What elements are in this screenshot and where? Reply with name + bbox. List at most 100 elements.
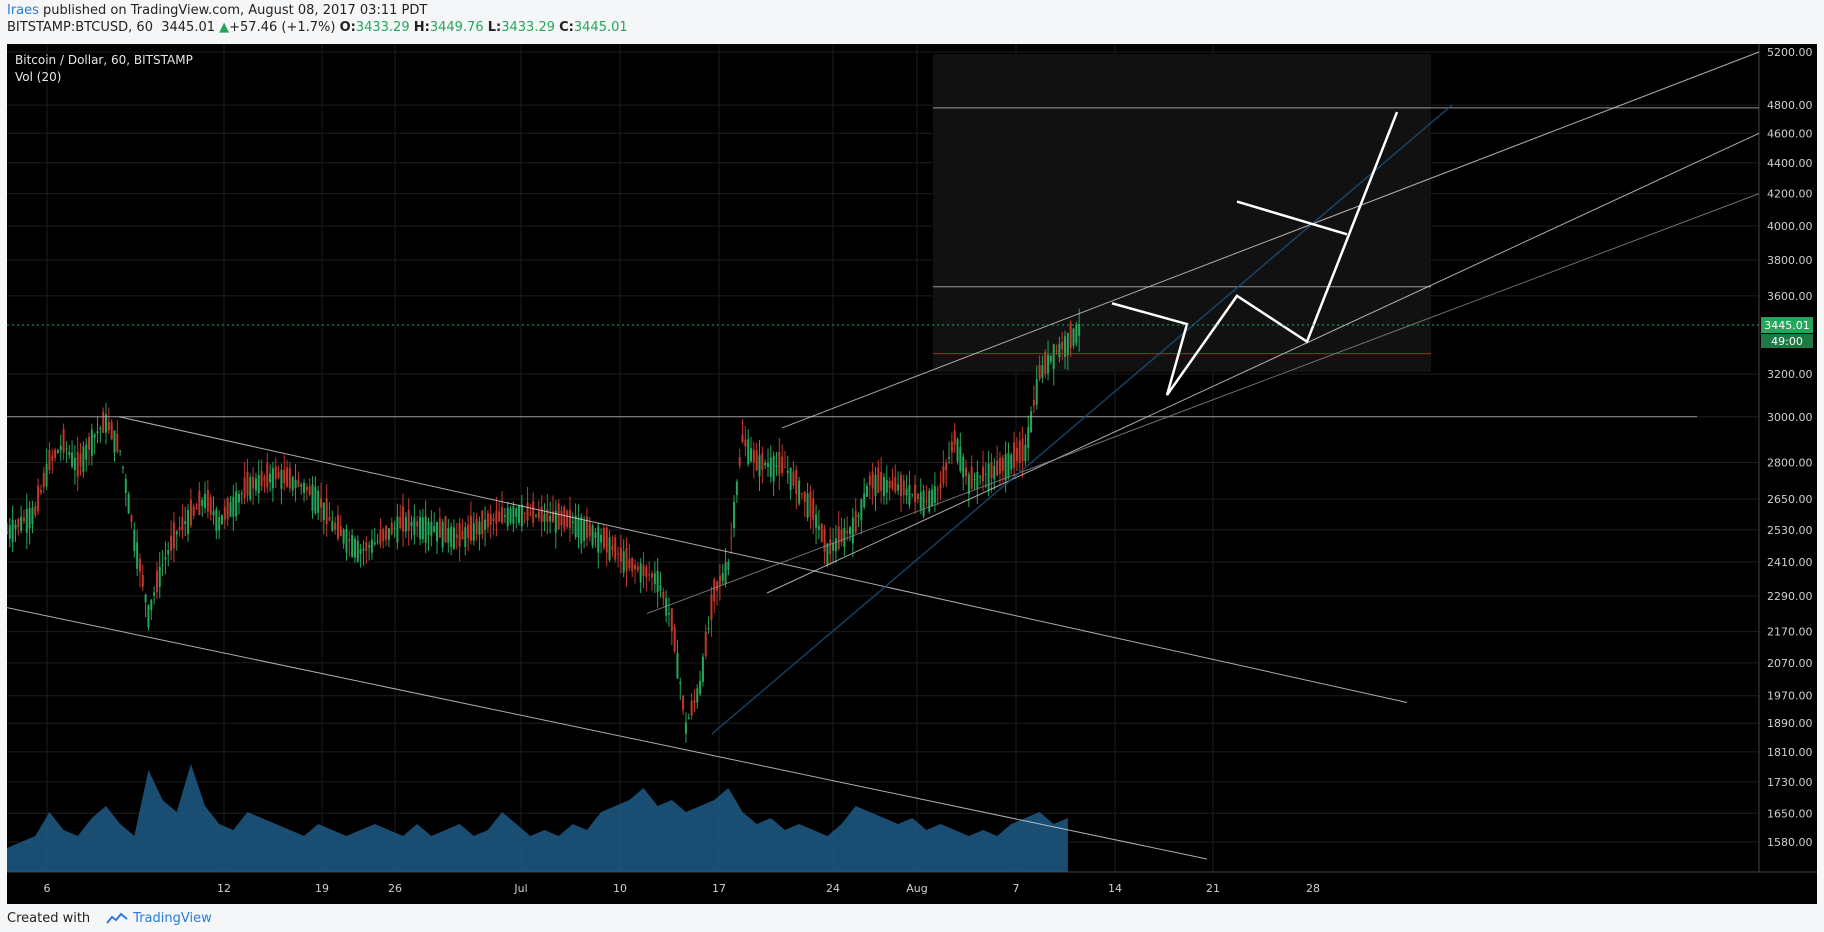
candle-body: [506, 507, 509, 527]
candle-body: [769, 457, 772, 477]
candle-body: [721, 572, 724, 581]
candle-body: [806, 493, 809, 518]
chart-canvas[interactable]: 5200.00 4800.00 4600.00 4400.00 4200.00 4000.…: [7, 44, 1817, 904]
candle-body: [283, 469, 286, 484]
candle-body: [868, 475, 871, 486]
candle-body: [733, 501, 736, 529]
candle-body: [311, 484, 314, 511]
candle-body: [325, 498, 328, 525]
candle-body: [481, 510, 484, 535]
candle-body: [600, 534, 603, 543]
candle-body: [472, 523, 475, 541]
y-tick-label: 3800.00: [1767, 254, 1813, 267]
candle-body: [846, 530, 849, 534]
candle-body: [854, 511, 857, 533]
candle-body: [965, 467, 968, 477]
candle-body: [90, 429, 93, 456]
candle-body: [161, 564, 164, 566]
x-tick-label: Aug: [906, 882, 927, 895]
candle-body: [130, 515, 133, 522]
candle-body: [76, 451, 79, 477]
candle-body: [144, 594, 147, 603]
candle-body: [829, 539, 832, 554]
channel-upper-line: [781, 51, 1760, 429]
candle-body: [119, 450, 122, 452]
y-tick-label: 2170.00: [1767, 626, 1813, 639]
candle-body: [885, 479, 888, 493]
candle-body: [684, 722, 687, 734]
tradingview-link[interactable]: TradingView: [96, 911, 212, 926]
candle-body: [667, 612, 670, 615]
candle-body: [766, 462, 769, 467]
candle-body: [348, 539, 351, 541]
candle-body: [167, 549, 170, 555]
candle-body: [353, 538, 356, 558]
candle-body: [334, 522, 337, 530]
candle-body: [147, 605, 150, 628]
downtrend-lower-line: [7, 607, 1208, 860]
candle-body: [22, 517, 25, 522]
candle-body: [976, 471, 979, 489]
projection-crossbar: [1236, 200, 1348, 236]
candle-body: [164, 557, 167, 560]
candle-body: [288, 467, 291, 489]
candle-body: [246, 472, 249, 496]
candle-body: [636, 566, 639, 571]
candle-body: [580, 516, 583, 544]
candle-body: [996, 460, 999, 476]
candle-body: [704, 631, 707, 657]
candle-body: [96, 431, 99, 434]
y-tick-label: 2070.00: [1767, 657, 1813, 670]
candle-body: [866, 486, 868, 497]
candle-body: [65, 448, 68, 450]
candle-body: [1075, 324, 1078, 344]
candle-body: [489, 514, 492, 525]
candle-body: [897, 484, 900, 491]
candle-body: [37, 485, 40, 512]
candle-body: [42, 472, 45, 488]
low-value: 3433.29: [501, 20, 555, 35]
candle-body: [772, 455, 775, 482]
candle-body: [826, 543, 829, 565]
candle-body: [206, 490, 209, 512]
candle-body: [916, 494, 919, 499]
candle-body: [39, 490, 42, 493]
candle-body: [840, 529, 843, 543]
change-value: +57.46 (+1.7%): [229, 20, 336, 35]
candle-body: [619, 547, 622, 562]
author-link[interactable]: Iraes: [7, 3, 39, 18]
candle-body: [85, 444, 88, 460]
candle-body: [628, 558, 631, 569]
candle-body: [192, 506, 195, 516]
candle-body: [574, 515, 577, 538]
candle-body: [441, 521, 444, 548]
y-tick-label: 3600.00: [1767, 290, 1813, 303]
candle-body: [1064, 336, 1067, 357]
candle-body: [25, 508, 28, 533]
x-tick-label: 24: [826, 882, 840, 895]
candle-body: [305, 486, 308, 491]
candle-body: [843, 528, 846, 547]
candle-body: [832, 542, 835, 551]
candle-body: [51, 455, 54, 461]
candle-body: [286, 467, 289, 487]
y-tick-label: 2800.00: [1767, 457, 1813, 470]
channel-lower-line: [646, 193, 1760, 614]
high-value: 3449.76: [429, 20, 484, 35]
candle-body: [888, 480, 891, 488]
candle-body: [670, 608, 673, 632]
candle-body: [812, 498, 815, 520]
candle-body: [475, 518, 478, 535]
candle-body: [1018, 440, 1021, 464]
candle-body: [328, 517, 331, 521]
candle-body: [948, 457, 951, 459]
x-tick-label: 6: [44, 882, 51, 895]
y-tick-label: 1650.00: [1767, 807, 1813, 820]
candle-body: [260, 470, 263, 487]
candle-body: [577, 517, 580, 538]
chart-area[interactable]: 5200.00 4800.00 4600.00 4400.00 4200.00 4000.…: [7, 44, 1817, 904]
candle-body: [467, 524, 470, 539]
candle-body: [1078, 323, 1081, 336]
candle-body: [424, 516, 427, 543]
open-label: O:: [339, 20, 356, 35]
